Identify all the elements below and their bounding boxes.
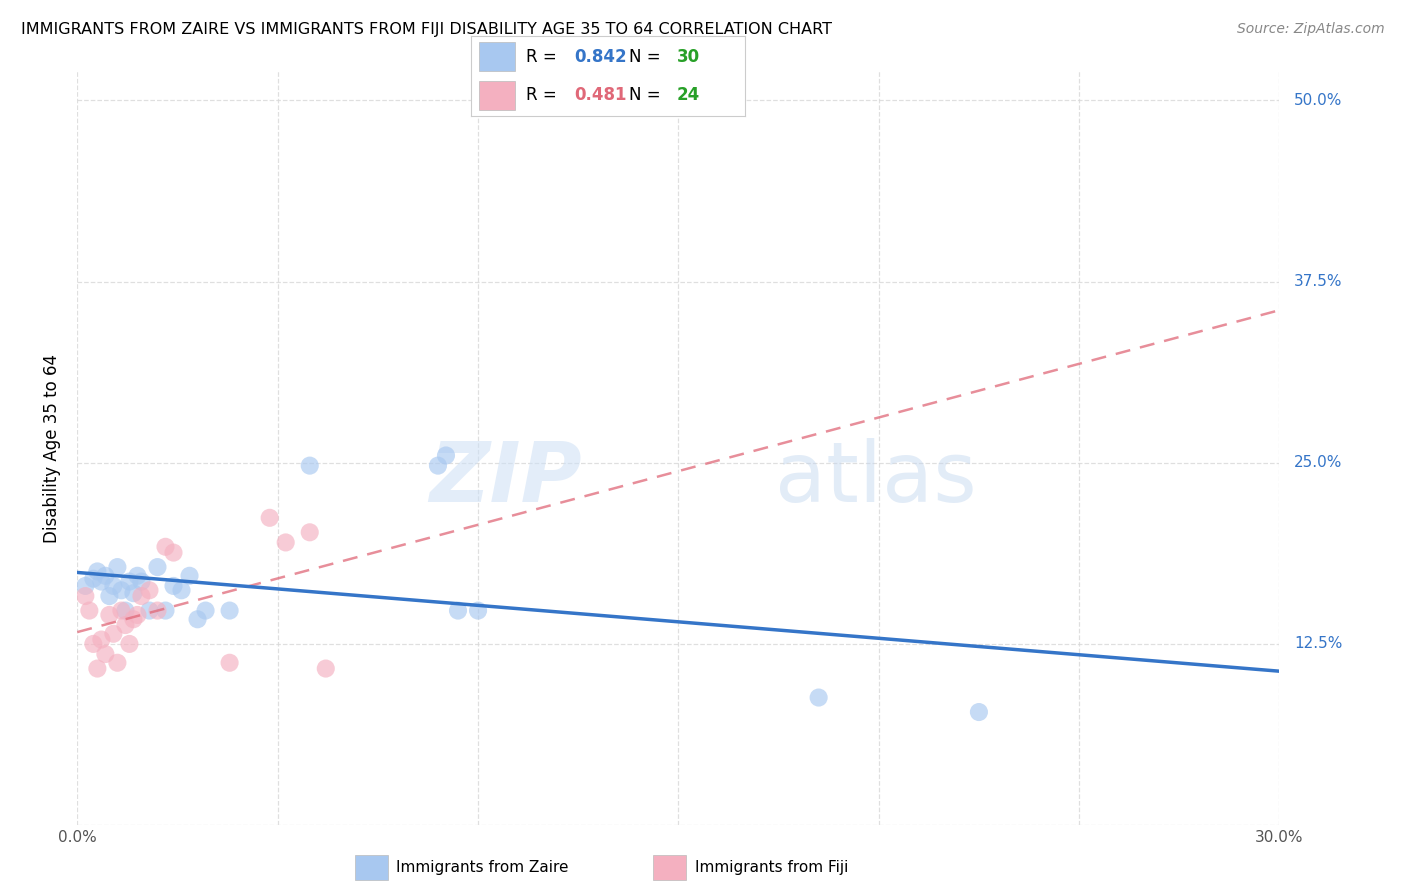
Point xyxy=(127,607,149,622)
Point xyxy=(75,579,97,593)
Point xyxy=(103,626,125,640)
Text: N =: N = xyxy=(628,87,665,104)
Text: 0.481: 0.481 xyxy=(574,87,626,104)
Text: atlas: atlas xyxy=(775,438,976,519)
Point xyxy=(98,607,121,622)
Point xyxy=(122,612,145,626)
Point xyxy=(114,618,136,632)
Point xyxy=(146,603,169,617)
Point xyxy=(110,583,132,598)
Point xyxy=(434,449,457,463)
Point xyxy=(82,572,104,586)
Point xyxy=(298,458,321,473)
Point xyxy=(259,510,281,524)
Point xyxy=(107,656,129,670)
Point xyxy=(447,603,470,617)
Point xyxy=(75,589,97,603)
Point xyxy=(155,540,177,554)
Point xyxy=(138,603,160,617)
Text: Source: ZipAtlas.com: Source: ZipAtlas.com xyxy=(1237,22,1385,37)
Point xyxy=(274,535,297,549)
Bar xyxy=(479,42,515,71)
Text: 25.0%: 25.0% xyxy=(1294,455,1343,470)
Point xyxy=(107,560,129,574)
Point xyxy=(194,603,217,617)
Point xyxy=(98,589,121,603)
Point xyxy=(127,569,149,583)
Bar xyxy=(654,855,686,880)
Point xyxy=(110,603,132,617)
Point xyxy=(138,583,160,598)
Point xyxy=(94,647,117,661)
Point xyxy=(114,603,136,617)
Point xyxy=(79,603,101,617)
Point xyxy=(90,574,112,589)
Text: Immigrants from Fiji: Immigrants from Fiji xyxy=(695,860,848,874)
Point xyxy=(967,705,990,719)
Point xyxy=(82,637,104,651)
Text: 30: 30 xyxy=(676,47,700,65)
Text: 50.0%: 50.0% xyxy=(1294,93,1343,108)
Point xyxy=(162,545,184,560)
Point xyxy=(179,569,201,583)
Text: Immigrants from Zaire: Immigrants from Zaire xyxy=(396,860,569,874)
Point xyxy=(170,583,193,598)
Bar xyxy=(479,80,515,110)
Text: R =: R = xyxy=(526,87,562,104)
Point xyxy=(298,525,321,540)
Point xyxy=(427,458,450,473)
Point xyxy=(131,589,153,603)
Point xyxy=(118,574,141,589)
Text: IMMIGRANTS FROM ZAIRE VS IMMIGRANTS FROM FIJI DISABILITY AGE 35 TO 64 CORRELATIO: IMMIGRANTS FROM ZAIRE VS IMMIGRANTS FROM… xyxy=(21,22,832,37)
Point xyxy=(162,579,184,593)
Point xyxy=(218,656,240,670)
Point xyxy=(86,662,108,676)
Point xyxy=(122,586,145,600)
Point xyxy=(218,603,240,617)
Point xyxy=(146,560,169,574)
Point xyxy=(103,579,125,593)
Point xyxy=(90,632,112,647)
Point xyxy=(131,574,153,589)
Text: 24: 24 xyxy=(676,87,700,104)
Point xyxy=(315,662,337,676)
Point xyxy=(807,690,830,705)
Text: ZIP: ZIP xyxy=(430,438,582,519)
Point xyxy=(467,603,489,617)
Text: 0.842: 0.842 xyxy=(574,47,627,65)
Point xyxy=(186,612,209,626)
Text: N =: N = xyxy=(628,47,665,65)
Text: 12.5%: 12.5% xyxy=(1294,636,1343,651)
Bar xyxy=(356,855,388,880)
Text: R =: R = xyxy=(526,47,562,65)
Point xyxy=(155,603,177,617)
Point xyxy=(94,569,117,583)
Point xyxy=(86,565,108,579)
Point xyxy=(118,637,141,651)
Y-axis label: Disability Age 35 to 64: Disability Age 35 to 64 xyxy=(44,354,62,542)
Text: 37.5%: 37.5% xyxy=(1294,274,1343,289)
